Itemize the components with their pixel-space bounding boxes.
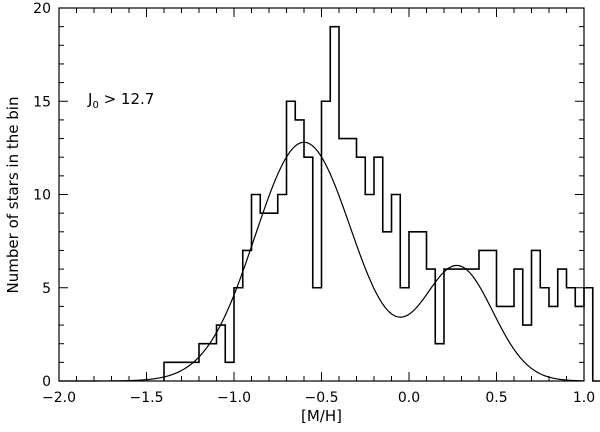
x-axis-title: [M/H]: [301, 407, 342, 425]
y-tick-label: 5: [42, 281, 51, 297]
y-tick-label: 15: [33, 94, 51, 110]
x-tick-label: −0.5: [305, 390, 339, 406]
x-tick-label: −1.0: [217, 390, 251, 406]
x-axis-ticks: −2.0 −1.5 −1.0 −0.5 0.0 0.5 1.0: [42, 8, 595, 406]
x-tick-label: 1.0: [573, 390, 595, 406]
x-tick-label: −2.0: [42, 390, 76, 406]
x-tick-label: 0.0: [398, 390, 420, 406]
x-tick-label: −1.5: [130, 390, 164, 406]
y-tick-label: 20: [33, 1, 51, 17]
histogram-steps: [163, 25, 600, 382]
y-tick-label: 0: [42, 374, 51, 390]
y-tick-label: 10: [33, 188, 51, 204]
annotation-label: J0 > 12.7: [87, 90, 154, 111]
y-axis-ticks: 0 5 10 15 20: [33, 1, 584, 390]
fit-curve: [59, 141, 585, 382]
y-axis-title: Number of stars in the bin: [4, 97, 22, 294]
x-tick-label: 0.5: [485, 390, 507, 406]
